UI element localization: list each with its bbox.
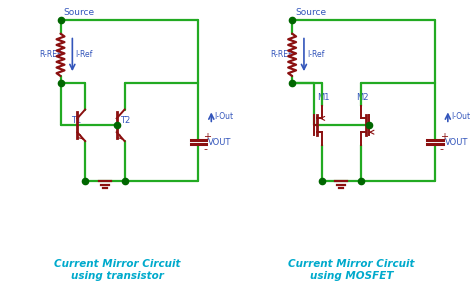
Text: T1: T1	[72, 116, 82, 125]
Text: I-Out: I-Out	[451, 112, 470, 121]
Text: M2: M2	[356, 93, 369, 102]
Text: I-Out: I-Out	[214, 112, 233, 121]
Text: +: +	[440, 132, 448, 142]
Text: Current Mirror Circuit
using MOSFET: Current Mirror Circuit using MOSFET	[288, 259, 414, 281]
Text: +: +	[203, 132, 211, 142]
Text: -: -	[440, 144, 444, 154]
Text: I-Ref: I-Ref	[75, 50, 93, 59]
Text: VOUT: VOUT	[445, 137, 468, 146]
Text: T2: T2	[119, 116, 130, 125]
Text: Source: Source	[64, 8, 95, 17]
Text: Source: Source	[295, 8, 326, 17]
Text: R-REF: R-REF	[271, 50, 293, 59]
Text: M1: M1	[317, 93, 329, 102]
Text: VOUT: VOUT	[209, 137, 232, 146]
Text: Current Mirror Circuit
using transistor: Current Mirror Circuit using transistor	[55, 259, 181, 281]
Text: I-Ref: I-Ref	[307, 50, 324, 59]
Text: -: -	[203, 144, 208, 154]
Text: R-REF: R-REF	[39, 50, 61, 59]
